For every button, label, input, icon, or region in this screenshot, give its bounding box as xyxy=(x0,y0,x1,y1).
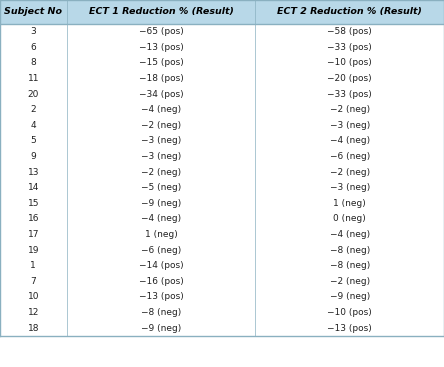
Bar xyxy=(0,211,444,226)
Text: −18 (pos): −18 (pos) xyxy=(139,74,183,83)
Text: −2 (neg): −2 (neg) xyxy=(141,121,181,130)
Text: 8: 8 xyxy=(31,58,36,68)
Text: −33 (pos): −33 (pos) xyxy=(327,43,372,52)
Bar xyxy=(0,70,444,86)
Text: 9: 9 xyxy=(31,152,36,161)
Text: −2 (neg): −2 (neg) xyxy=(329,167,370,177)
Bar xyxy=(0,320,444,336)
Text: 1 (neg): 1 (neg) xyxy=(333,199,366,208)
Bar xyxy=(0,226,444,242)
Text: −9 (neg): −9 (neg) xyxy=(141,199,181,208)
Text: −9 (neg): −9 (neg) xyxy=(141,323,181,333)
Text: −8 (neg): −8 (neg) xyxy=(329,261,370,270)
Text: 18: 18 xyxy=(28,323,39,333)
Bar xyxy=(0,24,444,40)
Bar xyxy=(0,102,444,117)
Text: −2 (neg): −2 (neg) xyxy=(329,277,370,286)
Text: ECT 2 Reduction % (Result): ECT 2 Reduction % (Result) xyxy=(277,7,422,17)
Bar xyxy=(0,242,444,258)
Text: 13: 13 xyxy=(28,167,39,177)
Text: 1: 1 xyxy=(31,261,36,270)
Text: 11: 11 xyxy=(28,74,39,83)
Text: 5: 5 xyxy=(31,136,36,145)
Text: −8 (neg): −8 (neg) xyxy=(329,246,370,255)
Text: −8 (neg): −8 (neg) xyxy=(141,308,181,317)
Text: −4 (neg): −4 (neg) xyxy=(141,105,181,114)
Text: 16: 16 xyxy=(28,214,39,224)
Text: 3: 3 xyxy=(31,27,36,36)
Text: 19: 19 xyxy=(28,246,39,255)
Text: −13 (pos): −13 (pos) xyxy=(139,43,183,52)
Text: −15 (pos): −15 (pos) xyxy=(139,58,183,68)
Text: Subject No: Subject No xyxy=(4,7,62,17)
Text: 1 (neg): 1 (neg) xyxy=(145,230,177,239)
Text: −4 (neg): −4 (neg) xyxy=(141,214,181,224)
Text: 12: 12 xyxy=(28,308,39,317)
Text: −13 (pos): −13 (pos) xyxy=(327,323,372,333)
Text: −9 (neg): −9 (neg) xyxy=(329,292,370,301)
Bar xyxy=(0,273,444,289)
Text: ECT 1 Reduction % (Result): ECT 1 Reduction % (Result) xyxy=(88,7,234,17)
Text: 6: 6 xyxy=(31,43,36,52)
Text: 7: 7 xyxy=(31,277,36,286)
Text: −2 (neg): −2 (neg) xyxy=(141,167,181,177)
Text: −3 (neg): −3 (neg) xyxy=(329,121,370,130)
Bar xyxy=(0,55,444,70)
Text: −4 (neg): −4 (neg) xyxy=(329,136,370,145)
Text: −4 (neg): −4 (neg) xyxy=(329,230,370,239)
Text: −3 (neg): −3 (neg) xyxy=(141,152,181,161)
Bar xyxy=(0,195,444,211)
Bar xyxy=(0,40,444,55)
Text: −14 (pos): −14 (pos) xyxy=(139,261,183,270)
Text: −65 (pos): −65 (pos) xyxy=(139,27,183,36)
Bar xyxy=(0,164,444,180)
Text: −58 (pos): −58 (pos) xyxy=(327,27,372,36)
Bar xyxy=(0,117,444,133)
Text: 0 (neg): 0 (neg) xyxy=(333,214,366,224)
Text: −6 (neg): −6 (neg) xyxy=(141,246,181,255)
Text: −3 (neg): −3 (neg) xyxy=(141,136,181,145)
Text: −33 (pos): −33 (pos) xyxy=(327,90,372,99)
Text: 4: 4 xyxy=(31,121,36,130)
Bar xyxy=(0,258,444,273)
Text: 20: 20 xyxy=(28,90,39,99)
Text: 14: 14 xyxy=(28,183,39,192)
Text: 10: 10 xyxy=(28,292,39,301)
Text: −3 (neg): −3 (neg) xyxy=(329,183,370,192)
Text: −10 (pos): −10 (pos) xyxy=(327,58,372,68)
Text: −2 (neg): −2 (neg) xyxy=(329,105,370,114)
Text: −13 (pos): −13 (pos) xyxy=(139,292,183,301)
Bar xyxy=(0,289,444,305)
Text: 17: 17 xyxy=(28,230,39,239)
Bar xyxy=(0,180,444,195)
Text: −20 (pos): −20 (pos) xyxy=(327,74,372,83)
Text: −16 (pos): −16 (pos) xyxy=(139,277,183,286)
Bar xyxy=(0,133,444,149)
Text: 2: 2 xyxy=(31,105,36,114)
Bar xyxy=(0,0,444,24)
Text: −6 (neg): −6 (neg) xyxy=(329,152,370,161)
Text: 15: 15 xyxy=(28,199,39,208)
Text: −10 (pos): −10 (pos) xyxy=(327,308,372,317)
Text: −5 (neg): −5 (neg) xyxy=(141,183,181,192)
Text: −34 (pos): −34 (pos) xyxy=(139,90,183,99)
Bar xyxy=(0,149,444,164)
Bar xyxy=(0,86,444,102)
Bar xyxy=(0,305,444,320)
